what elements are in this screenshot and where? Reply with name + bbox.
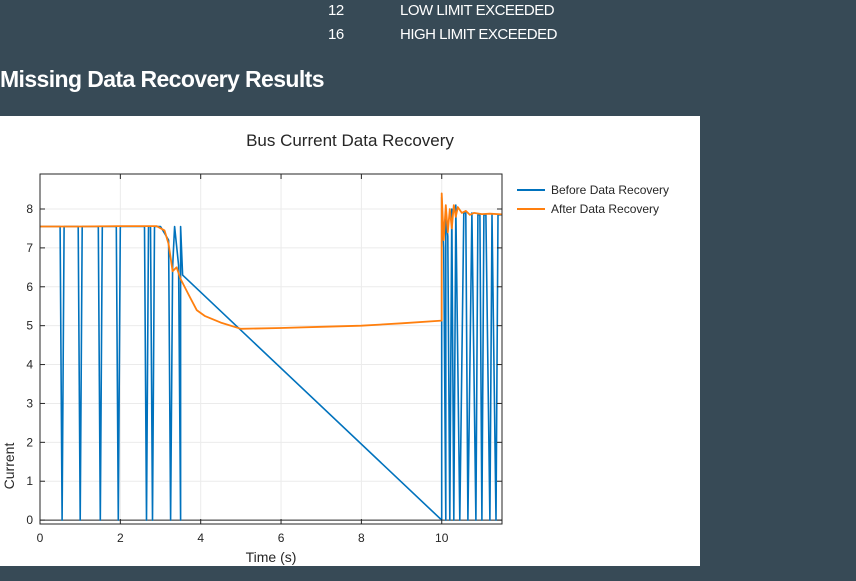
- y-tick-label: 0: [26, 513, 33, 527]
- x-tick-label: 6: [278, 531, 285, 545]
- y-tick-label: 1: [26, 474, 33, 488]
- status-description: HIGH LIMIT EXCEEDED: [400, 26, 557, 43]
- y-tick-label: 7: [26, 241, 33, 255]
- legend: Before Data Recovery After Data Recovery: [517, 183, 669, 216]
- x-tick-label: 2: [117, 531, 124, 545]
- y-tick-label: 5: [26, 319, 33, 333]
- x-tick-label: 4: [197, 531, 204, 545]
- x-tick-label: 8: [358, 531, 365, 545]
- y-tick-label: 3: [26, 396, 33, 410]
- status-code: 16: [328, 26, 344, 43]
- x-tick-label: 0: [37, 531, 44, 545]
- series-line-before-recovery: [40, 196, 502, 521]
- series-line-after-recovery: [40, 192, 503, 330]
- section-title: Missing Data Recovery Results: [0, 66, 325, 92]
- y-axis-title: Current: [1, 443, 17, 490]
- y-tick-label: 2: [26, 435, 33, 449]
- series-lines: [40, 192, 503, 521]
- chart-title: Bus Current Data Recovery: [246, 131, 454, 150]
- y-tick-label: 4: [26, 358, 33, 372]
- status-description: LOW LIMIT EXCEEDED: [400, 2, 555, 19]
- status-code: 12: [328, 2, 344, 19]
- bus-current-chart: Bus Current Data Recovery 0 2 4 6 8 10 0 1 2 3 4 5 6…: [1, 131, 669, 565]
- plot-frame: [39, 173, 503, 525]
- y-tick-label: 6: [26, 280, 33, 294]
- x-axis-title: Time (s): [246, 549, 297, 565]
- x-tick-label: 10: [435, 531, 449, 545]
- chart-panel: Bus Current Data Recovery 0 2 4 6 8 10 0 1 2 3 4 5 6…: [0, 116, 700, 566]
- legend-label: After Data Recovery: [551, 202, 659, 216]
- y-tick-label: 8: [26, 202, 33, 216]
- axis-ticks: 0 2 4 6 8 10 0 1 2 3 4 5 6 7 8: [26, 174, 502, 545]
- legend-label: Before Data Recovery: [551, 183, 669, 197]
